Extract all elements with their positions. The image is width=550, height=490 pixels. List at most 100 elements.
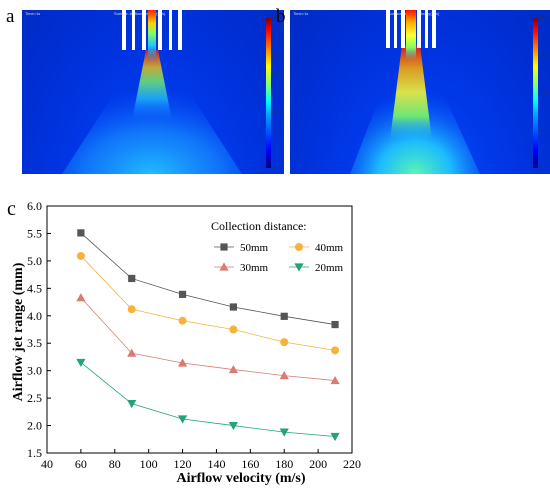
plot-frame <box>46 205 353 454</box>
data-point <box>177 358 188 367</box>
y-tick-label: 6.0 <box>27 199 42 213</box>
x-tick-label: 120 <box>174 457 192 471</box>
data-point <box>331 320 339 329</box>
nozzle-wall <box>178 10 182 50</box>
colorbar-tick: 40 <box>273 90 278 95</box>
chart-legend: Collection distance: 50mm 40mm 30mm 20mm <box>211 219 344 274</box>
data-point <box>280 312 288 320</box>
data-point <box>280 338 289 347</box>
nozzle-wall <box>432 10 436 48</box>
series-40mm <box>76 251 340 355</box>
y-tick-label: 2.5 <box>27 391 42 405</box>
y-tick-label: 4.5 <box>27 281 42 295</box>
colorbar-tick: 200 <box>540 15 547 20</box>
data-point <box>76 358 86 368</box>
colorbar-tick: 30 <box>273 108 278 114</box>
legend-title: Collection distance: <box>211 219 307 233</box>
legend-label: 50mm <box>240 242 269 254</box>
time-label-b: Time=1s <box>293 11 309 16</box>
colorbar-tick: 150 <box>540 52 547 58</box>
colorbar-tick: 10 <box>273 146 278 152</box>
y-tick-label: 3.0 <box>27 364 42 378</box>
data-point <box>229 325 238 334</box>
x-tick-label: 200 <box>309 457 327 471</box>
nozzle-wall <box>425 10 428 48</box>
legend-label: 40mm <box>315 242 344 254</box>
data-point <box>228 364 238 374</box>
jet-plume-a <box>62 10 242 174</box>
data-point <box>279 428 289 437</box>
colorbar-b <box>533 18 538 168</box>
data-point <box>279 371 289 380</box>
nozzle-wall <box>394 10 397 48</box>
series-line <box>80 297 336 381</box>
nozzle-wall <box>401 10 405 48</box>
data-point <box>178 290 187 298</box>
data-point <box>127 348 137 357</box>
series-line <box>80 232 336 325</box>
legend-marker <box>294 263 304 272</box>
chart-axes: 40 60 80 100 120 140 160 180 200 220 1.5 2.0 2.5 3.0 3… <box>27 199 361 471</box>
nozzle-wall <box>142 10 146 50</box>
series-30mm <box>76 293 340 385</box>
y-axis-label: Airflow jet range (mm) <box>11 262 26 401</box>
x-tick-label: 140 <box>207 457 225 471</box>
panel-c-label: c <box>7 198 16 220</box>
data-point <box>76 251 85 260</box>
data-point <box>177 415 188 424</box>
data-point <box>127 400 137 409</box>
x-tick-label: 80 <box>109 457 121 471</box>
y-tick-label: 3.5 <box>27 336 42 350</box>
x-tick-label: 180 <box>275 457 293 471</box>
x-tick-label: 60 <box>75 457 87 471</box>
colorbar-tick: 80 <box>273 15 278 20</box>
nozzle-wall <box>417 10 421 48</box>
colorbar-tick: 70 <box>273 33 278 39</box>
legend-label: 30mm <box>240 262 269 274</box>
legend-marker <box>220 243 228 251</box>
jet-plume-b <box>350 10 480 174</box>
x-tick-label: 100 <box>140 457 158 471</box>
nozzle-wall <box>158 10 162 50</box>
y-tick-label: 1.5 <box>27 446 42 460</box>
data-point <box>127 305 136 314</box>
colorbar-tick: 100 <box>540 90 547 95</box>
x-tick-label: 160 <box>241 457 259 471</box>
colorbar-tick: 50 <box>273 71 278 77</box>
series-20mm <box>76 358 340 442</box>
colorbar-tick: 0 <box>273 165 276 170</box>
data-point <box>229 303 237 311</box>
series-line <box>80 362 336 437</box>
legend-marker <box>219 262 229 271</box>
nozzle-wall <box>132 10 135 50</box>
legend-marker <box>295 243 303 251</box>
legend-label: 20mm <box>315 262 344 274</box>
colorbar-a <box>266 18 271 168</box>
data-point <box>330 432 340 442</box>
y-tick-label: 5.5 <box>27 226 42 240</box>
time-label-a: Time=1s <box>25 11 41 16</box>
data-point <box>331 346 340 355</box>
series-line <box>80 255 336 351</box>
panel-a-label: a <box>6 6 15 27</box>
data-point <box>77 229 85 237</box>
nozzle-wall <box>169 10 172 50</box>
nozzle-wall <box>122 10 126 50</box>
chart-series <box>76 229 340 442</box>
data-point <box>76 293 86 302</box>
data-point <box>128 274 136 283</box>
x-axis-label: Airflow velocity (m/s) <box>176 471 305 486</box>
panel-b-label: b <box>276 6 286 27</box>
colorbar-tick: 0 <box>540 165 543 170</box>
velocity-field-a: Time=1s Surface: Airflow velocity(m/s) <box>22 10 284 174</box>
velocity-field-b: Time=1s Surface: Airflow velocity(m/s) <box>290 10 550 174</box>
colorbar-tick: 50 <box>540 127 545 133</box>
colorbar-tick: 20 <box>273 127 278 133</box>
colorbar-tick: 60 <box>273 52 278 58</box>
series-50mm <box>77 229 339 329</box>
x-tick-label: 220 <box>343 457 361 471</box>
data-point <box>330 375 340 385</box>
x-tick-label: 40 <box>41 457 53 471</box>
sim-title-a: Surface: Airflow velocity(m/s) <box>114 11 166 16</box>
nozzle-wall <box>386 10 390 48</box>
